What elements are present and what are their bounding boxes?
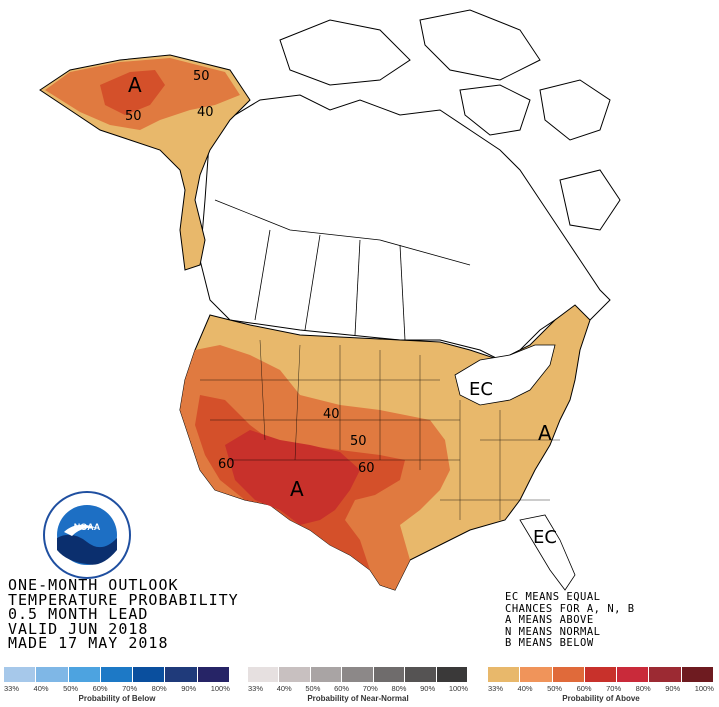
scale-above-swatch [617, 667, 650, 682]
svg-text:NOAA: NOAA [74, 522, 101, 532]
scale-normal-bar [248, 667, 468, 682]
noaa-logo: NOAA [43, 491, 131, 579]
legend-note-5: B MEANS BELOW [505, 637, 594, 649]
scale-above-tick: 40% [517, 684, 533, 693]
ec-southeast-label: EC [533, 527, 557, 548]
scale-below-tick: 40% [33, 684, 49, 693]
scale-normal-swatch [405, 667, 437, 682]
scale-normal-swatch [373, 667, 406, 682]
ec-great-lakes-label: EC [469, 379, 493, 400]
scale-normal-tick: 40% [276, 684, 292, 693]
scale-below-swatch [197, 667, 230, 682]
scale-normal-swatch [436, 667, 468, 682]
ec-great-lakes-region [454, 344, 556, 406]
scale-below-tick: 90% [181, 684, 197, 693]
scale-below-swatch [133, 667, 166, 682]
scale-above-bar [488, 667, 714, 682]
scale-normal-tick: 80% [391, 684, 407, 693]
scale-normal-swatch [342, 667, 374, 682]
scale-normal-swatch [310, 667, 343, 682]
scale-below: 33% 40% 50% 60% 70% 80% 90% 100% Probability of… [4, 667, 230, 707]
ec-florida-region [519, 514, 576, 591]
title-block: ONE-MONTH OUTLOOK TEMPERATURE PROBABILIT… [8, 578, 239, 651]
title-line-4: VALID JUN 2018 [8, 619, 149, 638]
scale-above-swatch [520, 667, 553, 682]
title-line-3: 0.5 MONTH LEAD [8, 605, 149, 623]
east-above-label: A [538, 421, 552, 445]
scale-below-swatch [165, 667, 198, 682]
scale-normal-tick: 100% [448, 684, 468, 693]
scale-below-tick: 70% [122, 684, 138, 693]
contour-60b-label: 60 [358, 461, 375, 476]
scale-normal-tick: 50% [305, 684, 321, 693]
scale-normal: 33% 40% 50% 60% 70% 80% 90% 100% Probability of… [248, 667, 468, 707]
scale-above-tick: 100% [694, 684, 714, 693]
scale-below-swatch [36, 667, 69, 682]
contour-40-label: 40 [323, 407, 340, 422]
scale-below-caption: Probability of Below [78, 694, 156, 703]
alaska-contour-40-label: 40 [197, 105, 214, 120]
scale-above-swatch [649, 667, 682, 682]
scale-below-swatch [100, 667, 134, 682]
legend-note-1: EC MEANS EQUAL [505, 591, 601, 603]
conus-above-70 [225, 430, 360, 525]
scale-normal-tick: 33% [248, 684, 264, 693]
scale-above-swatch [488, 667, 521, 682]
scale-above-swatch [552, 667, 585, 682]
scale-above: 33% 40% 50% 60% 70% 80% 90% 100% Probability of… [488, 667, 714, 707]
alaska-above-label: A [128, 73, 142, 97]
scale-above-tick: 80% [635, 684, 651, 693]
scale-above-tick: 33% [488, 684, 504, 693]
scale-above-swatch [681, 667, 714, 682]
contour-60-label: 60 [218, 457, 235, 472]
scale-below-swatch [68, 667, 101, 682]
scale-above-caption: Probability of Above [562, 694, 640, 703]
title-line-5: MADE 17 MAY 2018 [8, 634, 169, 652]
title-line-2: TEMPERATURE PROBABILITY [8, 590, 239, 609]
scale-above-tick: 60% [576, 684, 592, 693]
scale-below-tick: 33% [4, 684, 20, 693]
scale-above-tick: 50% [547, 684, 563, 693]
scale-below-ticks: 33% 40% 50% 60% 70% 80% 90% 100% [4, 684, 230, 693]
scale-normal-ticks: 33% 40% 50% 60% 70% 80% 90% 100% [248, 684, 468, 693]
legend-notes: EC MEANS EQUAL CHANCES FOR A, N, B A MEA… [505, 591, 635, 650]
scale-below-tick: 100% [210, 684, 230, 693]
contour-50-label: 50 [350, 434, 367, 449]
legend-note-3: A MEANS ABOVE [505, 614, 594, 626]
legend-note-4: N MEANS NORMAL [505, 625, 601, 638]
southwest-above-label: A [290, 477, 304, 501]
title-line-1: ONE-MONTH OUTLOOK [8, 576, 179, 594]
scale-normal-caption: Probability of Near-Normal [307, 694, 409, 703]
scale-below-tick: 50% [63, 684, 79, 693]
scale-above-ticks: 33% 40% 50% 60% 70% 80% 90% 100% [488, 684, 714, 693]
alaska-contour-50b-label: 50 [125, 109, 142, 124]
scale-below-tick: 80% [151, 684, 167, 693]
scale-above-tick: 90% [665, 684, 681, 693]
scale-below-tick: 60% [92, 684, 108, 693]
scale-above-swatch [584, 667, 618, 682]
scale-above-tick: 70% [606, 684, 622, 693]
scale-below-swatch [4, 667, 37, 682]
alaska-above-60 [100, 70, 165, 115]
legend-note-2: CHANCES FOR A, N, B [505, 602, 635, 615]
scale-normal-swatch [279, 667, 311, 682]
alaska-contour-50-label: 50 [193, 69, 210, 84]
outlook-map: A 50 50 40 A A EC EC 40 50 60 60 [39, 9, 621, 591]
scale-normal-tick: 60% [334, 684, 350, 693]
scale-below-bar [4, 667, 230, 682]
scale-normal-tick: 70% [362, 684, 378, 693]
scale-normal-swatch [248, 667, 280, 682]
scale-normal-tick: 90% [420, 684, 436, 693]
